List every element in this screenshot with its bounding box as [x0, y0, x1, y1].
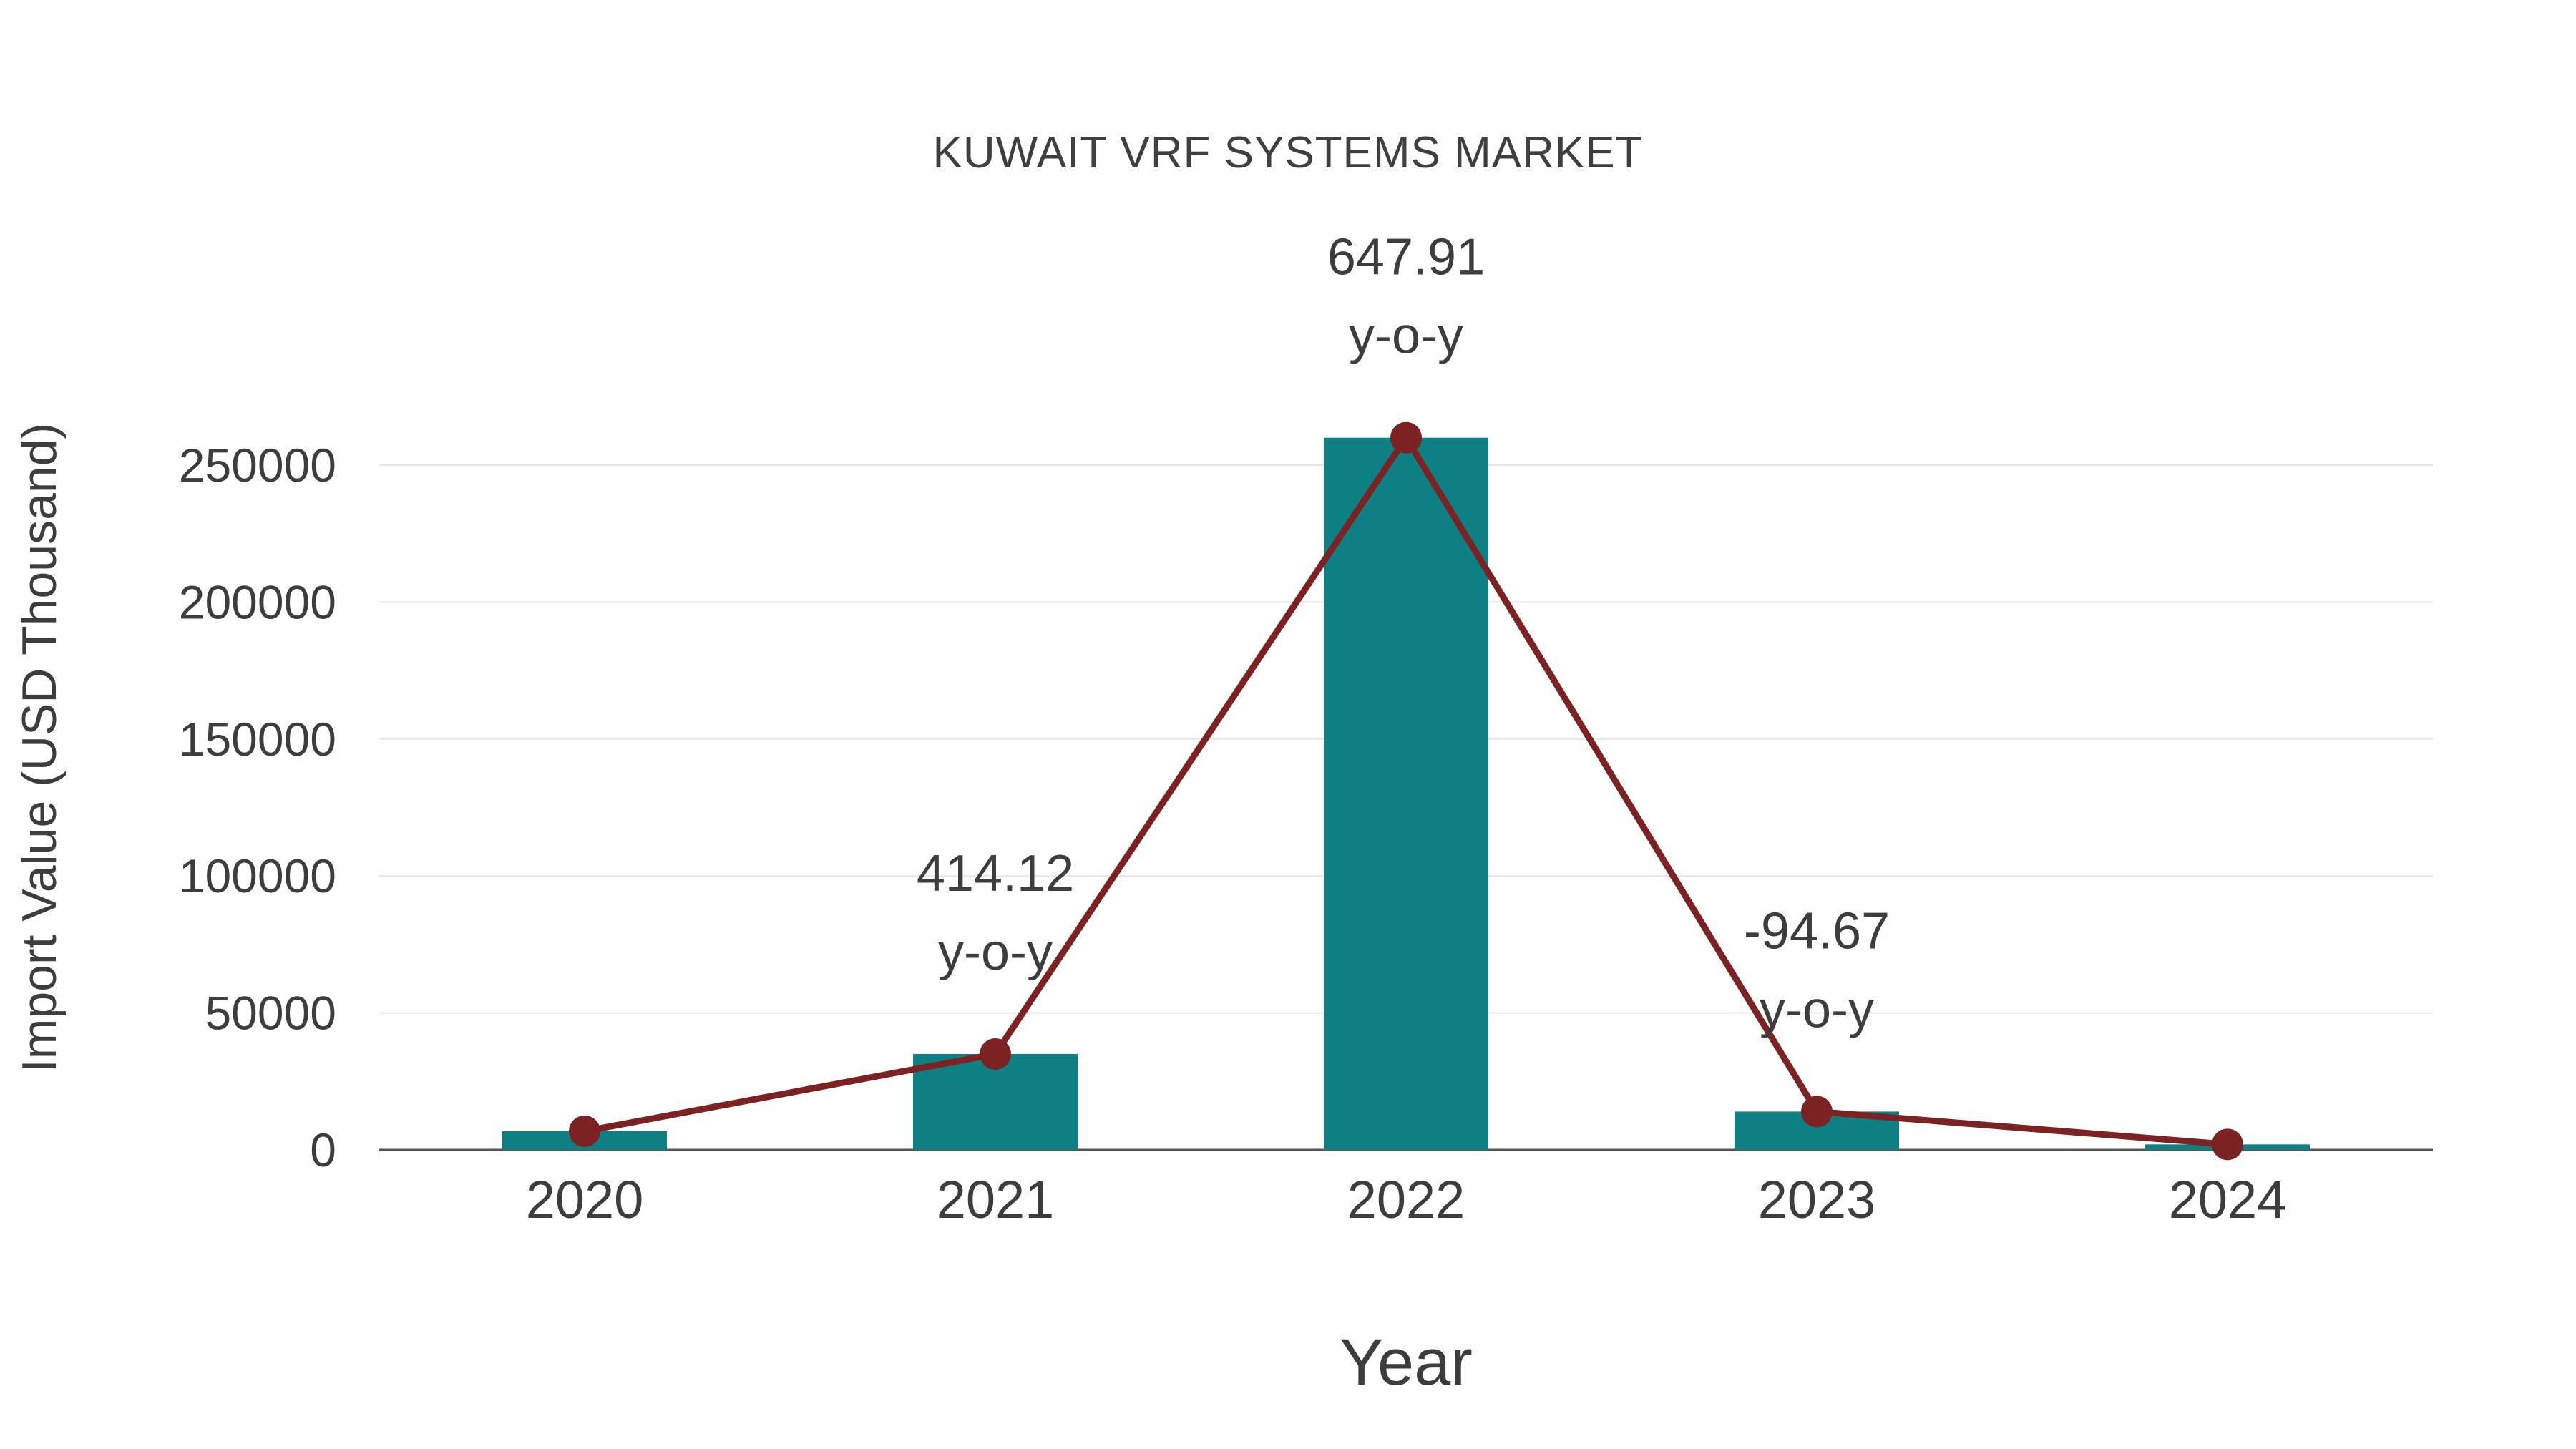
y-tick-50000: 50000 — [205, 987, 336, 1040]
data-point-2022 — [1390, 421, 1422, 454]
x-tick-2020: 2020 — [526, 1170, 644, 1229]
x-tick-2023: 2023 — [1758, 1170, 1876, 1229]
annotation-2022-value: 647.91 — [1327, 229, 1485, 286]
annotation-2022-label: y-o-y — [1349, 308, 1463, 365]
y-tick-250000: 250000 — [179, 439, 336, 492]
bar-2022 — [1324, 437, 1488, 1150]
y-tick-150000: 150000 — [179, 713, 336, 766]
y-tick-100000: 100000 — [179, 849, 336, 902]
x-tick-2021: 2021 — [937, 1170, 1055, 1229]
y-tick-0: 0 — [310, 1123, 336, 1176]
x-axis-label: Year — [1340, 1326, 1473, 1399]
data-point-2021 — [980, 1038, 1011, 1070]
data-point-2020 — [569, 1115, 600, 1147]
chart-title: KUWAIT VRF SYSTEMS MARKET — [932, 128, 1644, 177]
x-tick-2024: 2024 — [2169, 1170, 2287, 1229]
annotation-2021-label: y-o-y — [938, 924, 1053, 981]
x-tick-2022: 2022 — [1347, 1170, 1465, 1229]
annotation-2021-value: 414.12 — [917, 845, 1074, 902]
data-point-2024 — [2212, 1128, 2243, 1161]
y-tick-200000: 200000 — [179, 575, 336, 628]
data-point-2023 — [1801, 1096, 1833, 1128]
annotation-2023-value: -94.67 — [1744, 902, 1890, 960]
annotation-2023-label: y-o-y — [1760, 981, 1874, 1038]
bar-2021 — [913, 1054, 1078, 1150]
